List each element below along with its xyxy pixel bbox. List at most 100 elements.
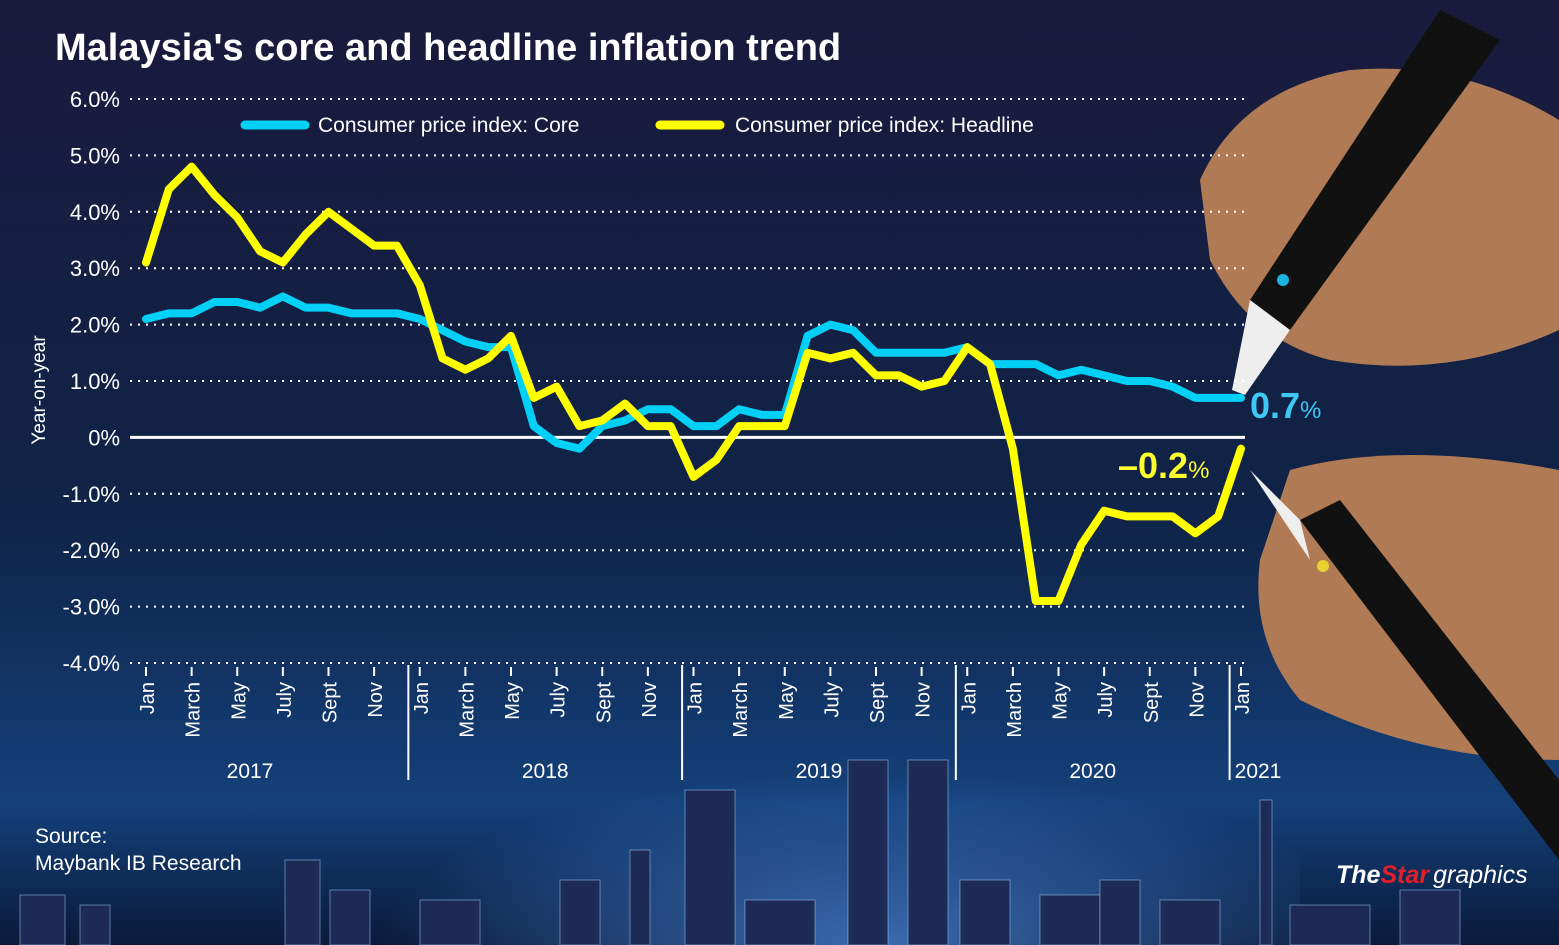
building: [1399, 889, 1461, 945]
headline-data-point: [259, 250, 261, 252]
y-axis-label: Year-on-year: [29, 335, 50, 445]
core-data-point: [601, 425, 603, 427]
core-data-point: [624, 419, 626, 421]
legend: Consumer price index: Core Consumer pric…: [240, 114, 1034, 137]
headline-data-point: [282, 262, 284, 264]
headline-data-point: [1058, 600, 1059, 602]
headline-data-point: [168, 188, 170, 190]
core-data-point: [533, 425, 535, 427]
core-data-point: [1217, 397, 1219, 399]
x-tick-label: Sept: [320, 682, 342, 724]
city-skyline: [19, 759, 1461, 945]
core-data-point: [761, 414, 763, 416]
headline-data-point: [1149, 515, 1151, 517]
headline-data-point: [1194, 532, 1196, 534]
core-data-point: [715, 425, 717, 427]
x-tick-label: July: [548, 682, 570, 718]
year-label: 2019: [796, 760, 843, 783]
series-lines: [142, 162, 1245, 605]
y-tick-label: -3.0%: [63, 595, 120, 620]
core-data-point: [1194, 397, 1196, 399]
core-data-point: [236, 301, 238, 303]
headline-data-point: [533, 397, 535, 399]
x-tick-label: July: [274, 682, 296, 718]
core-data-point: [259, 307, 261, 309]
headline-data-point: [578, 425, 580, 427]
y-axis-ticks: 6.0% 5.0% 4.0% 3.0% 2.0% 1.0% 0% -1.0% -2.0% -3.0…: [63, 87, 120, 676]
x-tick-label: May: [776, 682, 798, 720]
y-tick-label: 6.0%: [70, 87, 120, 112]
headline-data-point: [419, 284, 421, 286]
building: [744, 899, 816, 945]
y-tick-label: 0%: [88, 425, 120, 450]
core-data-point: [647, 408, 649, 410]
core-data-point: [1080, 369, 1082, 371]
building: [847, 759, 889, 945]
core-data-point: [168, 312, 170, 314]
x-tick-label: Jan: [137, 682, 159, 714]
headline-data-point: [761, 425, 763, 427]
core-data-point: [373, 312, 375, 314]
x-tick-label: Sept: [1141, 682, 1163, 724]
core-data-point: [1103, 374, 1105, 376]
headline-data-point: [373, 245, 375, 247]
core-data-point: [442, 329, 444, 331]
headline-data-point: [966, 346, 968, 348]
headline-data-point: [898, 374, 900, 376]
source-text: Maybank IB Research: [35, 852, 242, 875]
building: [19, 894, 66, 945]
headline-data-point: [442, 357, 444, 359]
x-tick-label: Sept: [867, 682, 889, 724]
core-data-point: [1126, 380, 1128, 382]
year-label: 2021: [1235, 760, 1282, 783]
headline-data-point: [875, 374, 877, 376]
y-tick-label: -2.0%: [63, 538, 120, 563]
legend-label-core: Consumer price index: Core: [318, 114, 579, 137]
core-data-point: [282, 295, 284, 297]
headline-data-point: [487, 357, 489, 359]
source-label: Source:: [35, 825, 107, 848]
headline-data-point: [601, 419, 603, 421]
y-tick-label: -4.0%: [63, 651, 120, 676]
headline-data-point: [1103, 510, 1105, 512]
core-data-point: [396, 312, 398, 314]
core-last-value: 0.7%: [1250, 385, 1321, 426]
x-tick-label: July: [821, 682, 843, 718]
y-tick-label: -1.0%: [63, 482, 120, 507]
x-tick-label: March: [1004, 682, 1026, 738]
year-label: 2020: [1069, 760, 1116, 783]
y-tick-label: 5.0%: [70, 143, 120, 168]
x-tick-label: Jan: [958, 682, 980, 714]
headline-data-point: [852, 352, 854, 354]
x-tick-label: March: [456, 682, 478, 738]
building: [1259, 799, 1273, 945]
y-tick-label: 2.0%: [70, 313, 120, 338]
core-data-point: [578, 448, 580, 450]
core-data-point: [807, 335, 809, 337]
y-tick-label: 4.0%: [70, 200, 120, 225]
x-tick-label: Nov: [365, 682, 387, 718]
headline-data-point: [236, 216, 238, 218]
core-data-point: [670, 408, 672, 410]
headline-data-point: [1217, 515, 1219, 517]
headline-data-point: [1012, 448, 1014, 450]
building: [559, 879, 601, 945]
core-data-point: [419, 318, 421, 320]
core-data-point: [328, 307, 329, 309]
core-data-point: [1240, 397, 1242, 399]
y-tick-label: 3.0%: [70, 256, 120, 281]
headline-data-point: [670, 425, 672, 427]
headline-data-point: [350, 228, 352, 230]
building: [79, 904, 111, 945]
core-data-point: [556, 442, 558, 444]
core-data-point: [921, 352, 923, 354]
legend-label-headline: Consumer price index: Headline: [735, 114, 1034, 137]
x-tick-label: Jan: [685, 682, 707, 714]
headline-data-point: [989, 363, 991, 365]
building: [1159, 899, 1221, 945]
headline-data-point: [807, 352, 809, 354]
chart-title: Malaysia's core and headline inflation t…: [55, 27, 841, 69]
core-data-point: [1035, 363, 1037, 365]
building: [629, 849, 651, 945]
